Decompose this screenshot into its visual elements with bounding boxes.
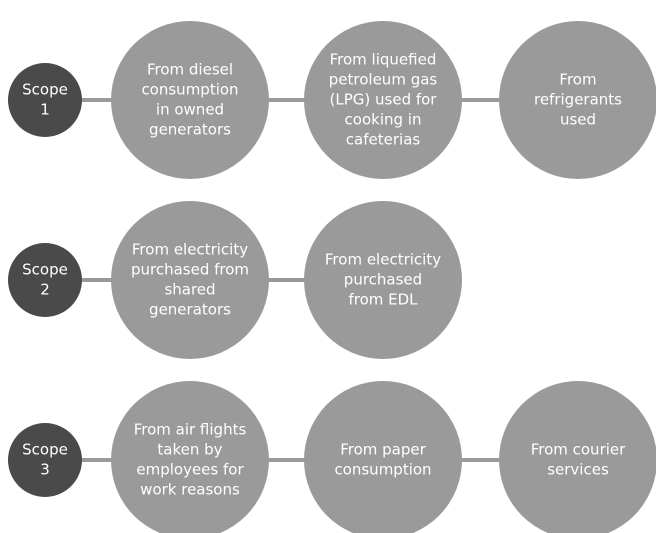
source-text: used [560, 111, 596, 129]
source-text: cooking in [345, 111, 422, 129]
scope-label: 3 [40, 461, 50, 479]
source-circle [304, 201, 462, 359]
source-text: purchased from [131, 261, 249, 279]
scope-label: 2 [40, 281, 50, 299]
source-text: cafeterias [346, 131, 421, 149]
source-text: in owned [156, 101, 224, 119]
source-circle [304, 381, 462, 533]
source-text: refrigerants [534, 91, 622, 109]
source-text: work reasons [140, 481, 240, 499]
scope-label: 1 [40, 101, 50, 119]
source-text: From paper [340, 441, 426, 459]
source-text: services [547, 461, 609, 479]
source-circle [111, 21, 269, 179]
source-circle [304, 21, 462, 179]
scope-label: Scope [22, 441, 68, 459]
source-circle [499, 381, 656, 533]
scope-circle [8, 243, 82, 317]
source-text: employees for [136, 461, 244, 479]
source-text: From electricity [132, 241, 248, 259]
source-text: generators [149, 301, 231, 319]
source-text: from EDL [348, 291, 418, 309]
source-text: generators [149, 121, 231, 139]
source-text: taken by [157, 441, 222, 459]
source-circle [499, 21, 656, 179]
source-text: purchased [344, 271, 422, 289]
scope-label: Scope [22, 81, 68, 99]
source-text: From air flights [134, 421, 247, 439]
source-circle [111, 201, 269, 359]
source-text: petroleum gas [329, 71, 438, 89]
scope-circle [8, 423, 82, 497]
source-text: shared [164, 281, 215, 299]
source-text: From courier [531, 441, 626, 459]
scope-circle [8, 63, 82, 137]
source-text: From diesel [147, 61, 233, 79]
source-text: consumption [141, 81, 238, 99]
source-text: (LPG) used for [330, 91, 438, 109]
source-text: From liquefied [330, 51, 437, 69]
scope-label: Scope [22, 261, 68, 279]
source-text: From [559, 71, 596, 89]
source-text: consumption [334, 461, 431, 479]
source-text: From electricity [325, 251, 441, 269]
source-circle [111, 381, 269, 533]
